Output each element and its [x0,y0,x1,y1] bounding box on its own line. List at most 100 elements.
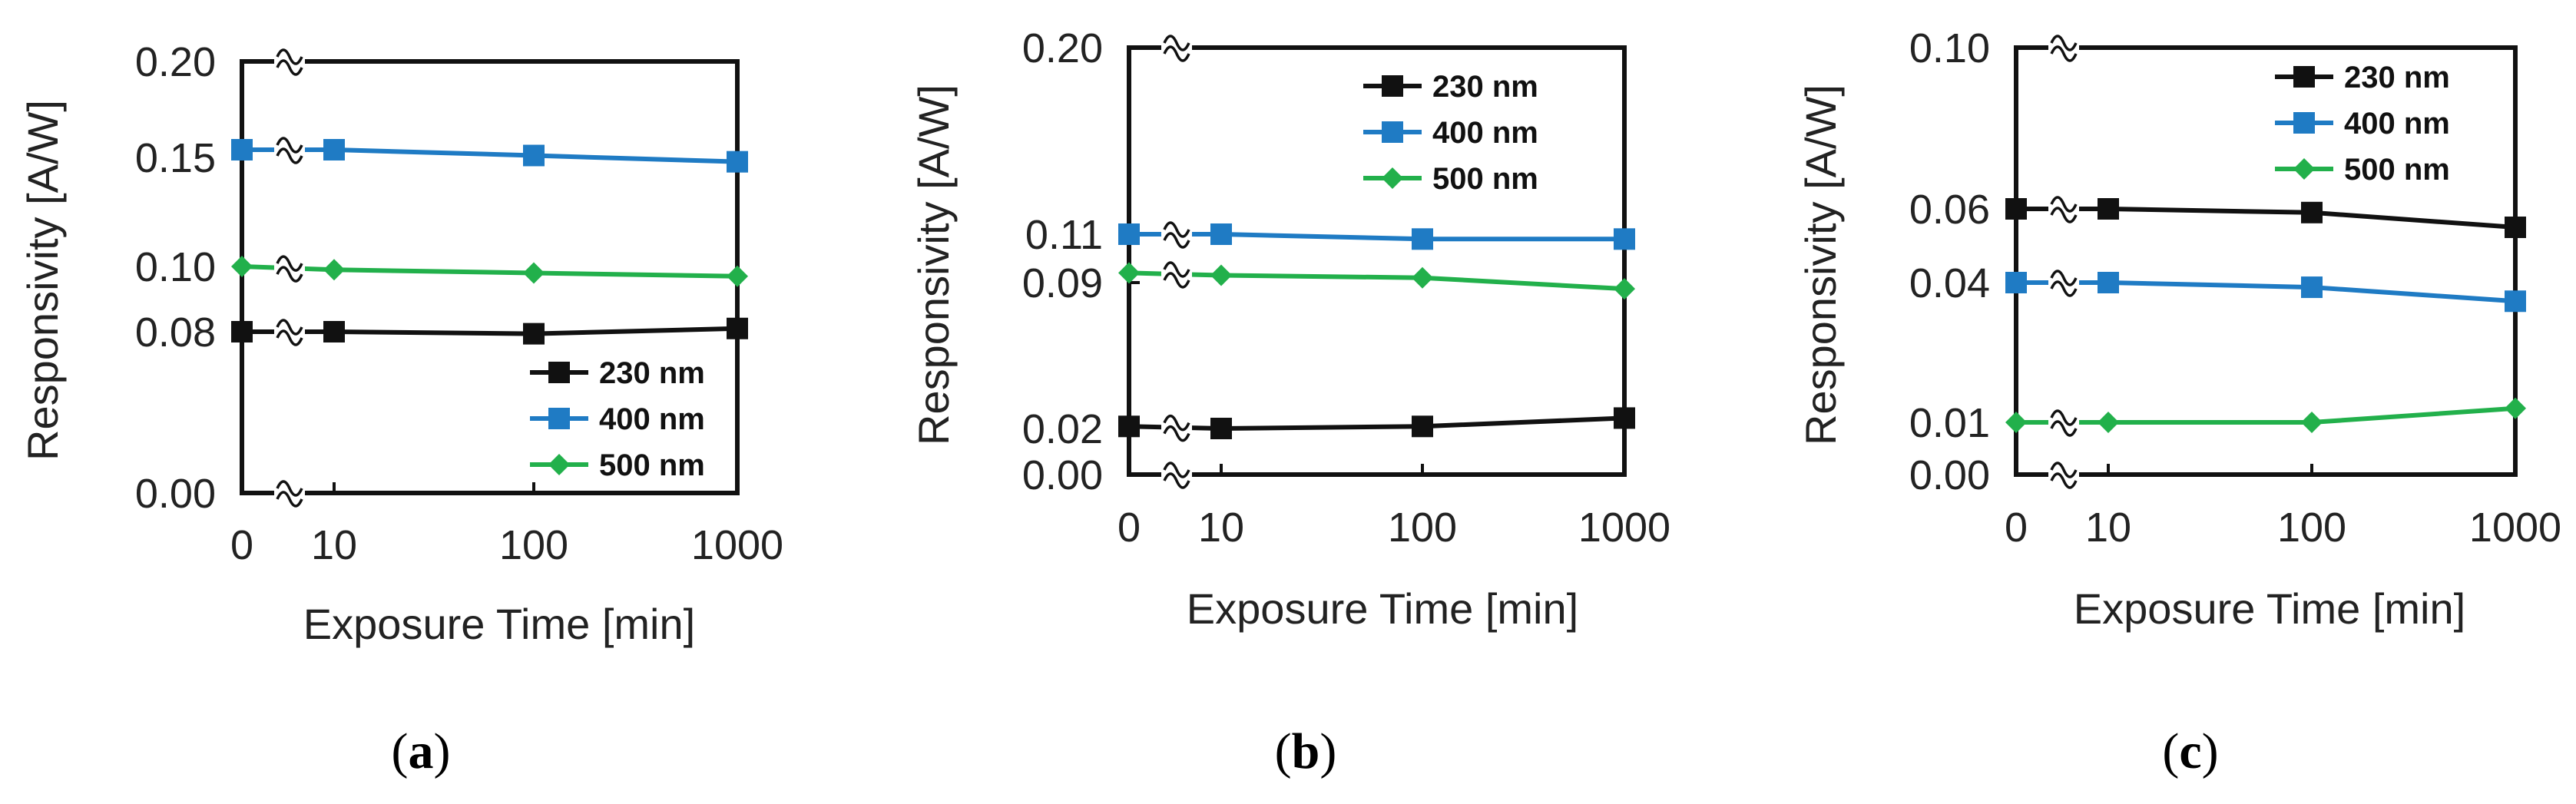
axis-break-icon [276,480,303,508]
x-axis-title: Exposure Time [min] [2074,584,2465,633]
data-point-400-nm [1412,228,1433,250]
data-point-230-nm [231,321,253,342]
data-point-230-nm [727,317,748,339]
x-tick-label: 100 [2277,505,2346,551]
data-point-230-nm [2098,198,2119,220]
series-line-230-nm [1128,415,1625,432]
legend-label: 230 nm [1432,70,1538,104]
data-point-500-nm [727,265,748,287]
data-point-400-nm [727,151,748,173]
data-point-230-nm [323,321,345,342]
data-point-400-nm [523,144,545,167]
panel-c: 0 10 100 1000 0.00 0.01 0.04 0.06 0.10 Exposure T… [1796,25,2561,779]
y-tick-label: 0.09 [1022,260,1103,306]
legend-marker [2293,158,2315,180]
data-point-230-nm [1614,407,1635,429]
x-tick-label: 0 [230,522,253,568]
data-point-500-nm [231,256,253,277]
data-point-230-nm [2505,217,2526,238]
axis-break-icon [276,48,303,76]
y-tick-label: 0.06 [1909,187,1990,233]
y-tick-label: 0.00 [1022,452,1103,498]
legend-marker [1382,167,1403,189]
data-point-400-nm [2005,272,2027,293]
legend-label: 400 nm [599,402,705,436]
series-line-230-nm [2016,207,2516,230]
legend-marker [548,454,570,475]
legend-label: 400 nm [1432,116,1538,150]
axis-break-icon [2050,35,2078,62]
data-point-400-nm [1210,223,1232,245]
legend-marker [2293,66,2315,88]
axis-break-icon [2050,409,2078,437]
data-point-230-nm [2005,198,2027,220]
data-point-230-nm [2301,201,2323,223]
data-point-400-nm [1118,223,1140,245]
x-tick-label: 10 [2085,505,2131,551]
data-point-500-nm [523,262,545,284]
y-tick-label: 0.20 [1022,25,1103,71]
y-tick-label: 0.01 [1909,400,1990,446]
data-point-500-nm [2098,412,2119,433]
y-axis-title: Responsivity [A/W] [1796,84,1845,445]
panel-caption: (a) [392,723,451,779]
panel-caption: (c) [2162,723,2218,779]
x-tick-label: 1000 [691,522,783,568]
legend-marker [1382,121,1403,143]
x-tick-label: 10 [311,522,357,568]
x-axis-title: Exposure Time [min] [1187,584,1578,633]
legend-label: 230 nm [2344,61,2450,94]
y-axis-title: Responsivity [A/W] [909,84,958,445]
axis-break-icon [1163,221,1190,249]
x-axis-title: Exposure Time [min] [303,600,695,648]
axis-break-icon [276,137,303,164]
data-point-400-nm [323,139,345,160]
y-tick-label: 0.00 [1909,452,1990,498]
x-tick-label: 1000 [2469,505,2561,551]
axis-break-icon [2050,196,2078,223]
y-tick-label: 0.02 [1022,406,1103,452]
series-line-230-nm [242,326,738,336]
axis-break-icon [276,255,303,283]
legend-label: 500 nm [599,448,705,482]
legend-label: 230 nm [599,356,705,390]
series-line-400-nm [2016,280,2516,304]
data-point-400-nm [231,139,253,160]
data-point-400-nm [2301,276,2323,299]
y-axis-title: Responsivity [A/W] [18,100,67,461]
plot-frame [1127,45,1627,477]
axis-break-icon [1163,462,1190,489]
data-point-500-nm [1614,278,1635,300]
data-point-500-nm [1412,266,1433,289]
data-point-500-nm [2505,397,2526,419]
x-tick-label: 0 [1117,505,1141,551]
data-point-500-nm [1210,264,1232,286]
legend-label: 500 nm [1432,162,1538,196]
series-line-400-nm [242,147,738,164]
legend-marker [2293,112,2315,134]
legend-marker [548,362,570,383]
y-tick-label: 0.11 [1025,212,1103,258]
y-tick-label: 0.10 [1909,25,1990,71]
data-point-230-nm [1412,415,1433,438]
x-tick-label: 0 [2005,505,2028,551]
y-tick-label: 0.10 [135,244,216,290]
axis-break-icon [2050,462,2078,489]
y-tick-label: 0.00 [135,471,216,517]
axis-break-icon [2050,270,2078,297]
series-line-500-nm [1128,270,1625,292]
data-point-230-nm [523,323,545,345]
data-point-500-nm [1118,262,1140,284]
y-tick-label: 0.04 [1909,260,1990,306]
axis-break-icon [276,319,303,346]
legend-label: 500 nm [2344,153,2450,187]
x-tick-label: 100 [499,522,568,568]
plot-frame [2014,45,2518,477]
y-tick-label: 0.15 [135,135,216,181]
series-line-400-nm [1129,232,1624,242]
axis-break-icon [1163,414,1190,442]
y-tick-label: 0.20 [135,39,216,85]
data-point-400-nm [2098,272,2119,293]
series-line-500-nm [2016,405,2516,425]
